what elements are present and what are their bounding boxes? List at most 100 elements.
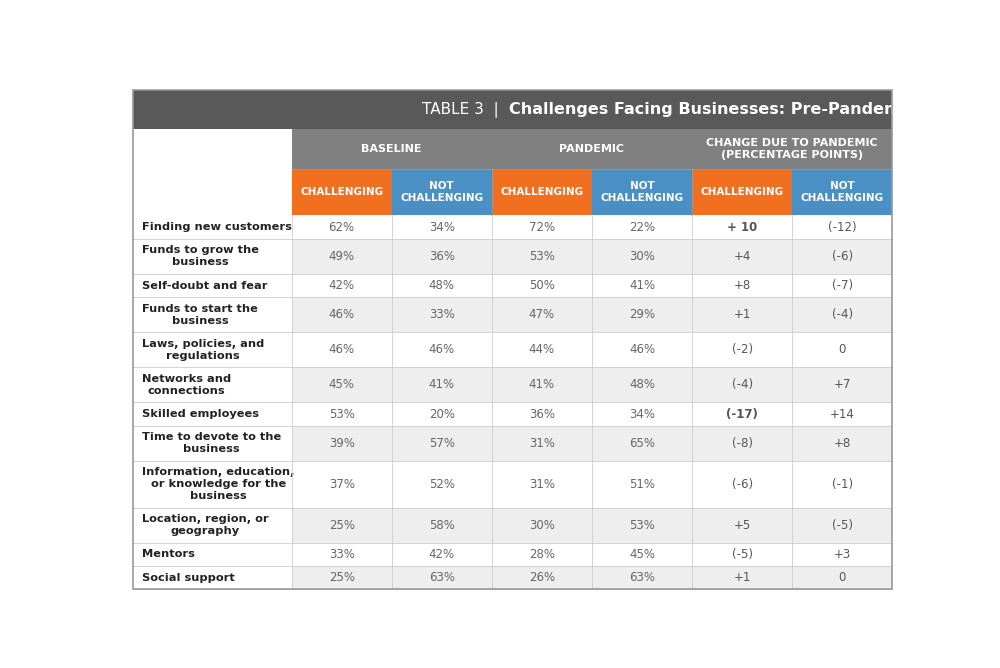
Bar bbox=[392, 402, 492, 426]
Text: (-7): (-7) bbox=[832, 279, 853, 292]
Bar bbox=[792, 238, 892, 274]
Text: Social support: Social support bbox=[142, 572, 235, 582]
Bar bbox=[792, 542, 892, 566]
Bar bbox=[492, 402, 592, 426]
Text: 47%: 47% bbox=[529, 308, 555, 321]
Text: Funds to start the
business: Funds to start the business bbox=[142, 304, 258, 326]
Bar bbox=[133, 90, 892, 129]
Bar bbox=[592, 332, 692, 367]
Bar bbox=[133, 508, 292, 542]
Text: 46%: 46% bbox=[329, 308, 355, 321]
Bar bbox=[592, 297, 692, 332]
Bar bbox=[392, 426, 492, 461]
Text: (-5): (-5) bbox=[832, 518, 853, 532]
Text: (-6): (-6) bbox=[832, 250, 853, 263]
Text: 0: 0 bbox=[839, 343, 846, 356]
Bar bbox=[133, 426, 292, 461]
Bar bbox=[292, 402, 392, 426]
Bar bbox=[492, 216, 592, 238]
Bar bbox=[292, 238, 392, 274]
Text: TABLE 3  |: TABLE 3 | bbox=[422, 102, 509, 118]
Bar bbox=[392, 332, 492, 367]
Text: +14: +14 bbox=[830, 407, 855, 421]
Text: 63%: 63% bbox=[629, 571, 655, 584]
Text: 41%: 41% bbox=[429, 378, 455, 391]
Bar bbox=[592, 216, 692, 238]
Bar bbox=[492, 332, 592, 367]
Bar bbox=[792, 367, 892, 402]
Text: 34%: 34% bbox=[629, 407, 655, 421]
Text: 72%: 72% bbox=[529, 220, 555, 234]
Text: 33%: 33% bbox=[429, 308, 455, 321]
Text: Skilled employees: Skilled employees bbox=[142, 409, 259, 419]
Bar bbox=[592, 426, 692, 461]
Text: (-8): (-8) bbox=[732, 437, 753, 450]
Text: 31%: 31% bbox=[529, 437, 555, 450]
Text: 48%: 48% bbox=[629, 378, 655, 391]
Bar bbox=[392, 297, 492, 332]
Bar bbox=[592, 238, 692, 274]
Bar bbox=[492, 367, 592, 402]
Text: 45%: 45% bbox=[629, 548, 655, 561]
Text: (-5): (-5) bbox=[732, 548, 753, 561]
Bar bbox=[792, 216, 892, 238]
Text: CHALLENGING: CHALLENGING bbox=[701, 187, 784, 197]
Bar bbox=[592, 402, 692, 426]
Text: 20%: 20% bbox=[429, 407, 455, 421]
Text: 28%: 28% bbox=[529, 548, 555, 561]
Text: Networks and
connections: Networks and connections bbox=[142, 374, 231, 396]
Text: 30%: 30% bbox=[629, 250, 655, 263]
Text: 42%: 42% bbox=[429, 548, 455, 561]
Bar bbox=[292, 566, 392, 589]
Text: 31%: 31% bbox=[529, 478, 555, 491]
Text: 46%: 46% bbox=[629, 343, 655, 356]
Bar bbox=[392, 461, 492, 508]
Bar bbox=[692, 129, 892, 169]
Text: 48%: 48% bbox=[429, 279, 455, 292]
Text: 22%: 22% bbox=[629, 220, 655, 234]
Bar bbox=[492, 129, 692, 169]
Text: 37%: 37% bbox=[329, 478, 355, 491]
Text: 41%: 41% bbox=[529, 378, 555, 391]
Text: +8: +8 bbox=[733, 279, 751, 292]
Bar bbox=[792, 566, 892, 589]
Text: 25%: 25% bbox=[329, 518, 355, 532]
Text: +1: +1 bbox=[733, 571, 751, 584]
Text: +1: +1 bbox=[733, 308, 751, 321]
Bar bbox=[492, 274, 592, 297]
Bar bbox=[792, 332, 892, 367]
Bar bbox=[592, 367, 692, 402]
Text: 36%: 36% bbox=[429, 250, 455, 263]
Text: 58%: 58% bbox=[429, 518, 455, 532]
Text: 53%: 53% bbox=[629, 518, 655, 532]
Text: 30%: 30% bbox=[529, 518, 555, 532]
Bar bbox=[492, 508, 592, 542]
Text: 34%: 34% bbox=[429, 220, 455, 234]
Bar bbox=[792, 426, 892, 461]
Text: NOT
CHALLENGING: NOT CHALLENGING bbox=[801, 181, 884, 203]
Bar bbox=[392, 367, 492, 402]
Bar bbox=[133, 297, 292, 332]
Bar bbox=[692, 238, 792, 274]
Bar bbox=[492, 238, 592, 274]
Text: 49%: 49% bbox=[329, 250, 355, 263]
Text: +7: +7 bbox=[834, 378, 851, 391]
Text: (-12): (-12) bbox=[828, 220, 857, 234]
Text: +4: +4 bbox=[733, 250, 751, 263]
Text: (-4): (-4) bbox=[732, 378, 753, 391]
Bar bbox=[692, 402, 792, 426]
Text: CHANGE DUE TO PANDEMIC
(PERCENTAGE POINTS): CHANGE DUE TO PANDEMIC (PERCENTAGE POINT… bbox=[706, 138, 878, 160]
Text: 63%: 63% bbox=[429, 571, 455, 584]
Bar bbox=[292, 542, 392, 566]
Text: Finding new customers: Finding new customers bbox=[142, 222, 292, 232]
Bar bbox=[492, 542, 592, 566]
Bar bbox=[133, 129, 292, 216]
Bar bbox=[592, 566, 692, 589]
Bar bbox=[492, 297, 592, 332]
Text: PANDEMIC: PANDEMIC bbox=[559, 144, 624, 154]
Bar bbox=[592, 461, 692, 508]
Bar bbox=[392, 566, 492, 589]
Text: 50%: 50% bbox=[529, 279, 555, 292]
Bar bbox=[692, 566, 792, 589]
Bar bbox=[692, 461, 792, 508]
